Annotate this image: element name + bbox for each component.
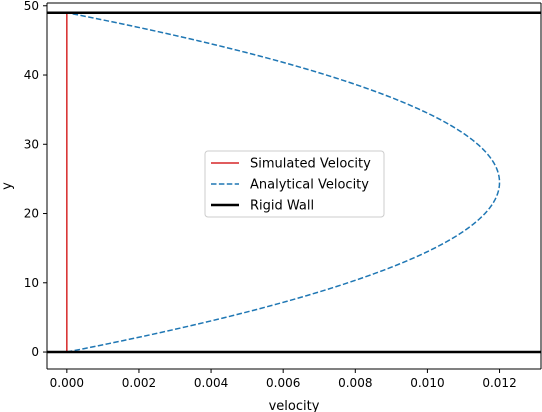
x-axis-label: velocity: [269, 399, 320, 412]
y-tick-label: 10: [24, 276, 39, 290]
y-tick-label: 30: [24, 137, 39, 151]
y-axis-ticks: 0 10 20 30 40 50: [24, 0, 47, 359]
x-tick-label: 0.010: [410, 376, 444, 390]
x-tick-label: 0.012: [482, 376, 516, 390]
y-axis-label: y: [0, 182, 15, 190]
series-layer: [47, 11, 541, 354]
x-tick-label: 0.000: [50, 376, 84, 390]
legend-label: Analytical Velocity: [250, 178, 369, 193]
y-tick-label: 40: [24, 68, 39, 82]
legend-box: [204, 150, 385, 218]
x-tick-label: 0.002: [122, 376, 156, 390]
x-axis-ticks: 0.000 0.002 0.004 0.006 0.008 0.010 0.012: [50, 369, 517, 390]
x-tick-label: 0.006: [266, 376, 300, 390]
y-tick-label: 20: [24, 207, 39, 221]
legend: Simulated Velocity Analytical Velocity Rig…: [204, 150, 385, 218]
x-tick-label: 0.004: [194, 376, 228, 390]
y-tick-label: 0: [31, 345, 39, 359]
y-tick-label: 50: [24, 0, 39, 13]
axes-spines: [46, 2, 542, 370]
analytical-velocity-line: [66, 11, 501, 353]
legend-label: Simulated Velocity: [250, 157, 371, 172]
x-tick-label: 0.008: [338, 376, 372, 390]
legend-label: Rigid Wall: [250, 199, 314, 214]
